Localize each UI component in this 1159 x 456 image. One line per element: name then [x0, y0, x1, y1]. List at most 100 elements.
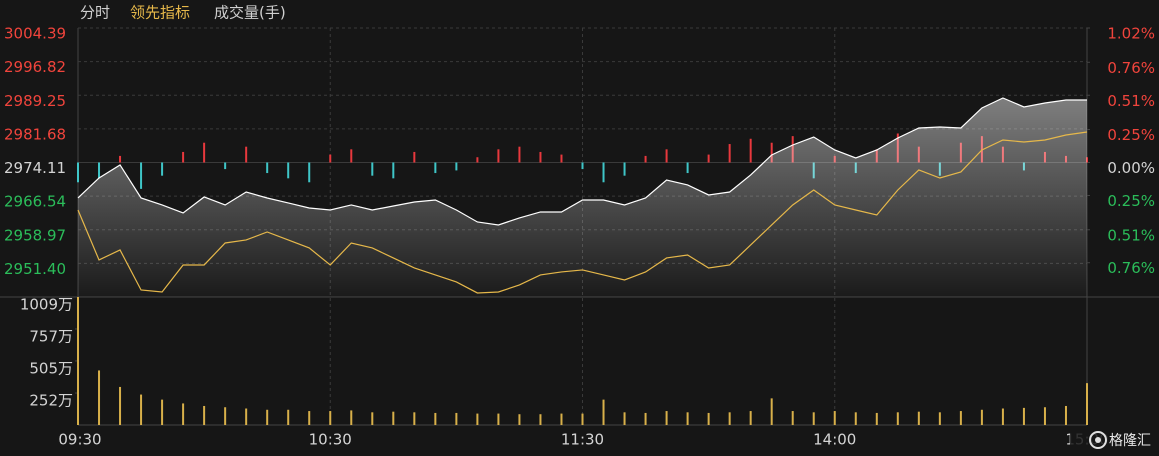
strength-bar: [203, 142, 206, 163]
strength-bar: [308, 162, 311, 183]
volume-bar: [581, 413, 584, 425]
volume-bar: [644, 412, 647, 425]
price-area: [78, 98, 1087, 297]
watermark: 格隆汇: [1070, 428, 1159, 452]
strength-bar: [644, 155, 647, 163]
volume-bar: [119, 386, 122, 425]
volume-bar: [896, 412, 899, 425]
strength-bar: [161, 162, 164, 176]
volume-bar: [245, 408, 248, 425]
indicator-line: [77, 131, 1088, 294]
volume-bar: [1086, 383, 1088, 425]
volume-bar: [77, 297, 79, 425]
strength-bar: [434, 162, 437, 174]
volume-tick-label: 1009万: [20, 296, 73, 314]
volume-bar: [392, 411, 395, 425]
volume-bar: [518, 414, 521, 425]
strength-bar: [707, 154, 710, 163]
strength-bar: [749, 138, 752, 163]
strength-bar: [119, 155, 122, 163]
volume-bar: [791, 411, 794, 425]
volume-bar: [1001, 408, 1004, 425]
volume-bar: [350, 410, 353, 425]
strength-bar: [392, 162, 395, 179]
y2-tick-label: 0.76%: [1107, 59, 1155, 77]
strength-bar: [350, 149, 353, 163]
legend-indicator: 领先指标: [130, 4, 190, 22]
volume-bar: [854, 412, 857, 425]
volume-bar: [224, 407, 227, 425]
legend-price: 分时: [80, 4, 110, 22]
strength-bar: [77, 162, 79, 183]
y2-tick-label: 0.76%: [1107, 259, 1155, 277]
strength-bar: [623, 162, 626, 176]
volume-bar: [329, 411, 332, 425]
volume-bar: [203, 405, 206, 425]
watermark-text: 格隆汇: [1109, 433, 1151, 449]
y2-tick-label: 0.25%: [1107, 126, 1155, 144]
volume-bar: [308, 411, 311, 425]
volume-tick-label: 252万: [29, 392, 73, 410]
strength-bar: [497, 149, 500, 163]
y-tick-label: 2981.68: [4, 125, 66, 143]
watermark-icon-dot: [1095, 437, 1101, 443]
volume-bar: [686, 412, 689, 425]
y2-tick-label: 0.51%: [1107, 226, 1155, 244]
volume-bar: [497, 413, 500, 425]
strength-bar: [539, 151, 542, 163]
volume-tick-label: 505万: [29, 359, 73, 377]
y2-tick-label: 1.02%: [1107, 25, 1155, 43]
strength-bar: [455, 162, 458, 171]
y-tick-label: 2989.25: [4, 92, 66, 110]
volume-bar: [161, 399, 164, 425]
volume-bar: [959, 411, 962, 425]
volume-bar: [665, 411, 668, 425]
strength-bar: [182, 151, 185, 163]
volume-bar: [1022, 407, 1025, 425]
volume-bar: [875, 412, 878, 425]
volume-bar: [266, 409, 269, 425]
volume-bar: [812, 412, 815, 425]
volume-bar: [560, 413, 563, 425]
volume-bar: [1043, 407, 1046, 425]
strength-bar: [728, 144, 731, 163]
plot: 3004.39 2996.82 2989.25 2981.68 2974.11 2966.…: [0, 25, 1159, 449]
volume-bar: [140, 394, 143, 425]
y-tick-label: 2951.40: [4, 260, 66, 278]
y-tick-label: 3004.39: [4, 25, 66, 43]
y-tick-label: 2966.54: [4, 193, 66, 211]
strength-bar: [518, 146, 521, 163]
volume-bar: [371, 412, 374, 425]
strength-bar: [665, 149, 668, 163]
volume-tick-label: 757万: [29, 327, 73, 345]
volume-bar: [287, 409, 290, 425]
strength-bar: [770, 142, 773, 163]
volume-bar: [770, 398, 773, 425]
volume-bar: [728, 412, 731, 425]
volume-bar: [476, 413, 479, 425]
y2-tick-label: 0.51%: [1107, 92, 1155, 110]
y-tick-label: 2996.82: [4, 58, 66, 76]
volume-bar: [1064, 405, 1067, 425]
y-tick-label: 2974.11: [4, 159, 66, 177]
legend-volume: 成交量(手): [214, 4, 286, 22]
volume-bar: [182, 403, 185, 425]
strength-bar: [98, 162, 101, 179]
watermark-bg: [1070, 428, 1159, 452]
strength-bar: [266, 162, 269, 174]
watermark-icon: [1089, 431, 1107, 449]
volume-bar: [707, 412, 710, 425]
volume-bar: [434, 412, 437, 425]
volume-bar: [98, 370, 101, 425]
volume-bar: [749, 411, 752, 425]
strength-bar: [140, 162, 143, 189]
x-tick-label: 09:30: [58, 431, 101, 449]
x-tick-label: 11:30: [561, 431, 604, 449]
strength-bar: [602, 162, 605, 183]
volume-bar: [602, 399, 605, 425]
price-line: [77, 97, 1087, 226]
volume-bar: [833, 411, 836, 425]
strength-bar: [476, 157, 479, 163]
strength-bar: [686, 162, 689, 174]
